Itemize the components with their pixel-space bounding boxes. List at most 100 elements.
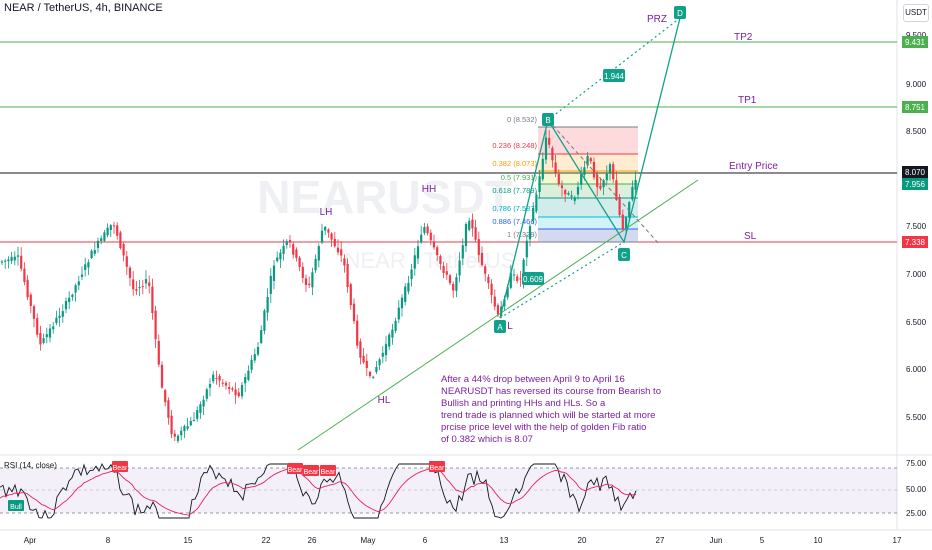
candle-body [509,272,512,288]
candle-body [576,186,580,195]
price-label-tp1: 8.751 [905,103,926,112]
candle-body [141,286,144,288]
candle-body [551,147,554,161]
candle-body [532,207,535,221]
abcd-pattern[interactable]: 1.944 0.609 A B C D PRZ [494,6,686,333]
candle-body [74,285,77,293]
candle-body [64,301,68,310]
note-line: After a 44% drop between April 9 to Apri… [441,374,625,385]
candle-body [365,360,368,369]
point-d: D [677,9,683,18]
candle-body [570,195,573,197]
rsi-tick: 50.00 [906,485,927,494]
candle-body [500,306,503,317]
fib-label-7: 1 (7.329) [507,230,538,239]
candle-body [608,164,612,173]
candle-body [349,284,352,306]
price-label-bg [902,101,928,113]
candle-body [445,271,448,275]
candlestick-series[interactable] [0,130,637,444]
price-tick: 5.500 [906,413,927,422]
candle-body [448,275,452,284]
candle-body [487,276,490,284]
candle-body [468,220,471,230]
candle-body [20,255,23,269]
candle-body [461,245,464,259]
candle-body [420,234,423,243]
candle-body [416,246,420,259]
candle-body [484,266,487,274]
candle-body [199,404,202,413]
bear-signal-badge [112,461,128,472]
rsi-title[interactable]: RSI (14, close) [4,461,57,470]
candle-body [263,310,266,331]
candle-body [615,180,618,200]
ratio-badge-bd [603,69,625,82]
candle-body [356,320,359,346]
candle-body [196,410,199,419]
point-b: B [545,116,550,125]
bear-signal: Bear [321,469,336,476]
candle-body [93,250,96,254]
projection-line [547,119,661,246]
candle-body [423,226,426,233]
symbol-title[interactable]: NEAR / TetherUS, 4h, BINANCE [4,2,163,14]
candle-body [397,307,400,320]
bear-signal-badge [287,463,303,474]
price-tick: 6.500 [906,318,927,327]
candle-body [557,174,560,184]
bear-signal-badge [429,461,445,472]
rsi-tick: 25.00 [906,509,927,518]
watermark-symbol: NEARUSDT [257,171,513,223]
time-axis[interactable]: Apr 8 15 22 26 May 6 13 20 27 Jun 5 10 1… [24,536,902,545]
rsi-tick: 75.00 [906,459,927,468]
candle-body [605,173,608,181]
candle-body [250,359,253,370]
candle-body [247,370,250,380]
candle-body [384,344,388,356]
candle-body [192,420,196,422]
time-tick: 6 [423,536,428,545]
candle-body [413,255,416,269]
candle-body [4,260,7,262]
candle-body [308,283,311,286]
candle-body [7,259,10,262]
candle-body [128,267,132,278]
time-tick: May [360,536,375,545]
candle-body [234,389,237,396]
price-label-bg [902,36,928,48]
candle-body [596,174,599,188]
fib-retracement[interactable]: 0 (8.532) 0.236 (8.248) 0.382 (8.073) 0.… [492,115,638,243]
candle-body [493,296,496,307]
candle-body [10,256,13,261]
price-tick: 8.500 [906,127,927,136]
candle-body [202,399,205,407]
entry-label: Entry Price [729,161,778,172]
rsi-pane[interactable]: RSI (14, close) 75.00 50.00 25.00 Bull B… [0,454,932,519]
price-axis[interactable]: 9.500 9.000 8.500 7.500 7.000 6.500 6.00… [906,31,927,422]
currency-button[interactable]: USDT [903,4,929,22]
candle-body [538,176,541,193]
candle-body [480,252,484,266]
fib-band-2 [538,171,638,184]
candle-body [68,297,71,303]
tp2-label: TP2 [734,32,753,43]
candle-body [240,385,244,397]
fib-label-1: 0.236 (8.248) [492,141,537,150]
candle-body [52,326,55,330]
candle-body [506,287,509,298]
ascending-trendline[interactable] [297,179,699,451]
candle-body [282,245,285,254]
candle-body [432,241,436,248]
time-tick: 26 [308,536,317,545]
candle-body [535,194,538,212]
candle-body [221,382,224,384]
time-tick: 27 [656,536,665,545]
candle-body [205,389,208,399]
candle-body [77,281,80,286]
watermark-name: NEAR / TetherUS [345,248,516,273]
candle-body [23,268,26,283]
candle-body [333,238,336,247]
